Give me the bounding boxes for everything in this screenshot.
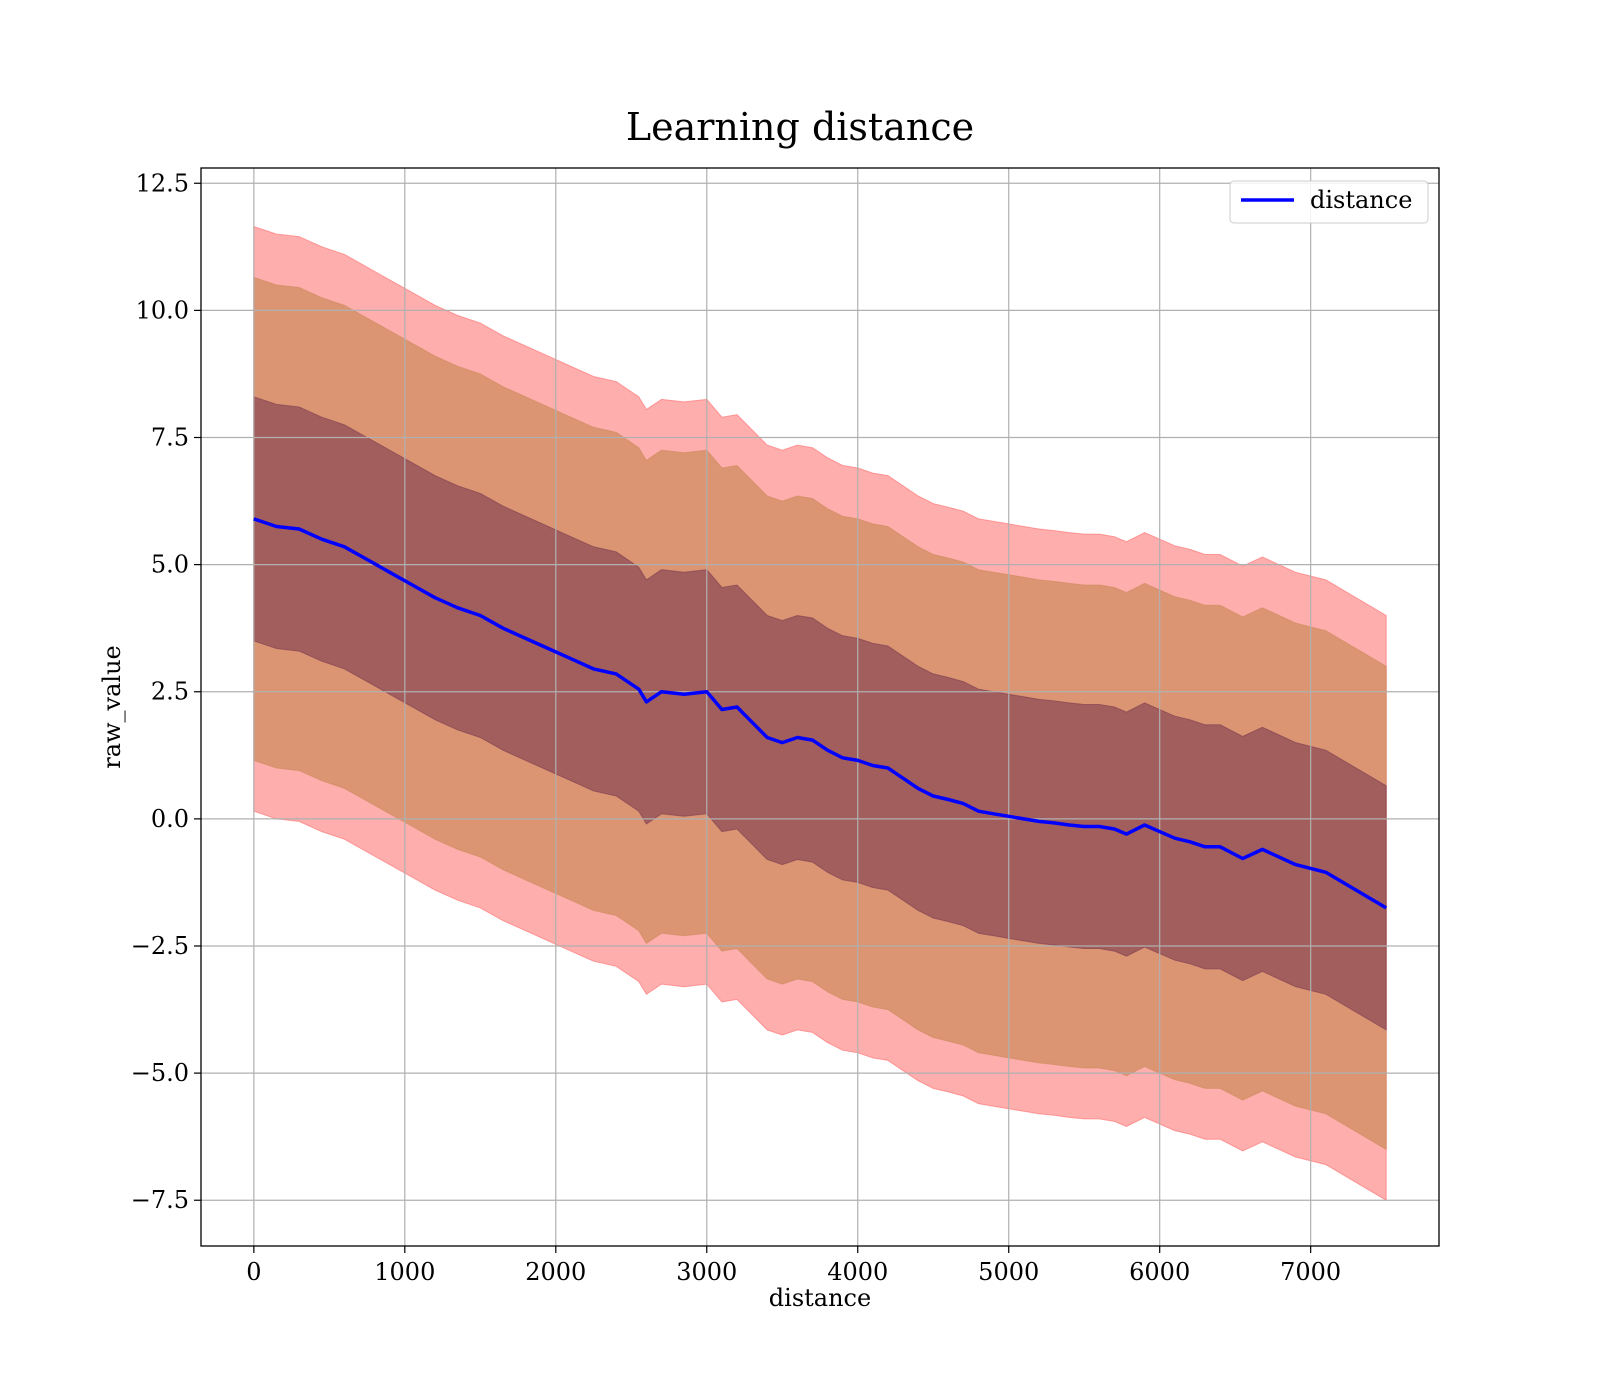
- confidence-band-0: [253, 396, 1387, 1031]
- x-tick-label: 3000: [676, 1258, 737, 1286]
- y-tick-label: 2.5: [151, 678, 189, 706]
- legend: distance: [1229, 180, 1429, 224]
- y-tick-label: 5.0: [151, 551, 189, 579]
- x-tick-label: 1000: [374, 1258, 435, 1286]
- x-tick-label: 5000: [978, 1258, 1039, 1286]
- x-tick-label: 7000: [1280, 1258, 1341, 1286]
- series-line-distance: [253, 517, 1388, 910]
- x-tick-label: 6000: [1129, 1258, 1190, 1286]
- x-tick-label: 2000: [525, 1258, 586, 1286]
- y-tick-label: 7.5: [151, 424, 189, 452]
- y-axis-label: raw_value: [98, 645, 126, 769]
- y-tick-label: −5.0: [131, 1059, 189, 1087]
- chart-title: Learning distance: [626, 105, 974, 149]
- y-tick-label: 10.0: [136, 296, 189, 324]
- legend-box: [1229, 180, 1429, 224]
- y-tick-label: 12.5: [136, 169, 189, 197]
- x-tick-label: 0: [246, 1258, 261, 1286]
- y-tick-label: −2.5: [131, 932, 189, 960]
- x-axis-label: distance: [769, 1284, 871, 1312]
- x-tick-label: 4000: [827, 1258, 888, 1286]
- y-tick-label: 0.0: [151, 805, 189, 833]
- plot-frame: [200, 167, 1440, 1247]
- y-tick-label: −7.5: [131, 1186, 189, 1214]
- legend-entry-distance: distance: [1310, 186, 1412, 214]
